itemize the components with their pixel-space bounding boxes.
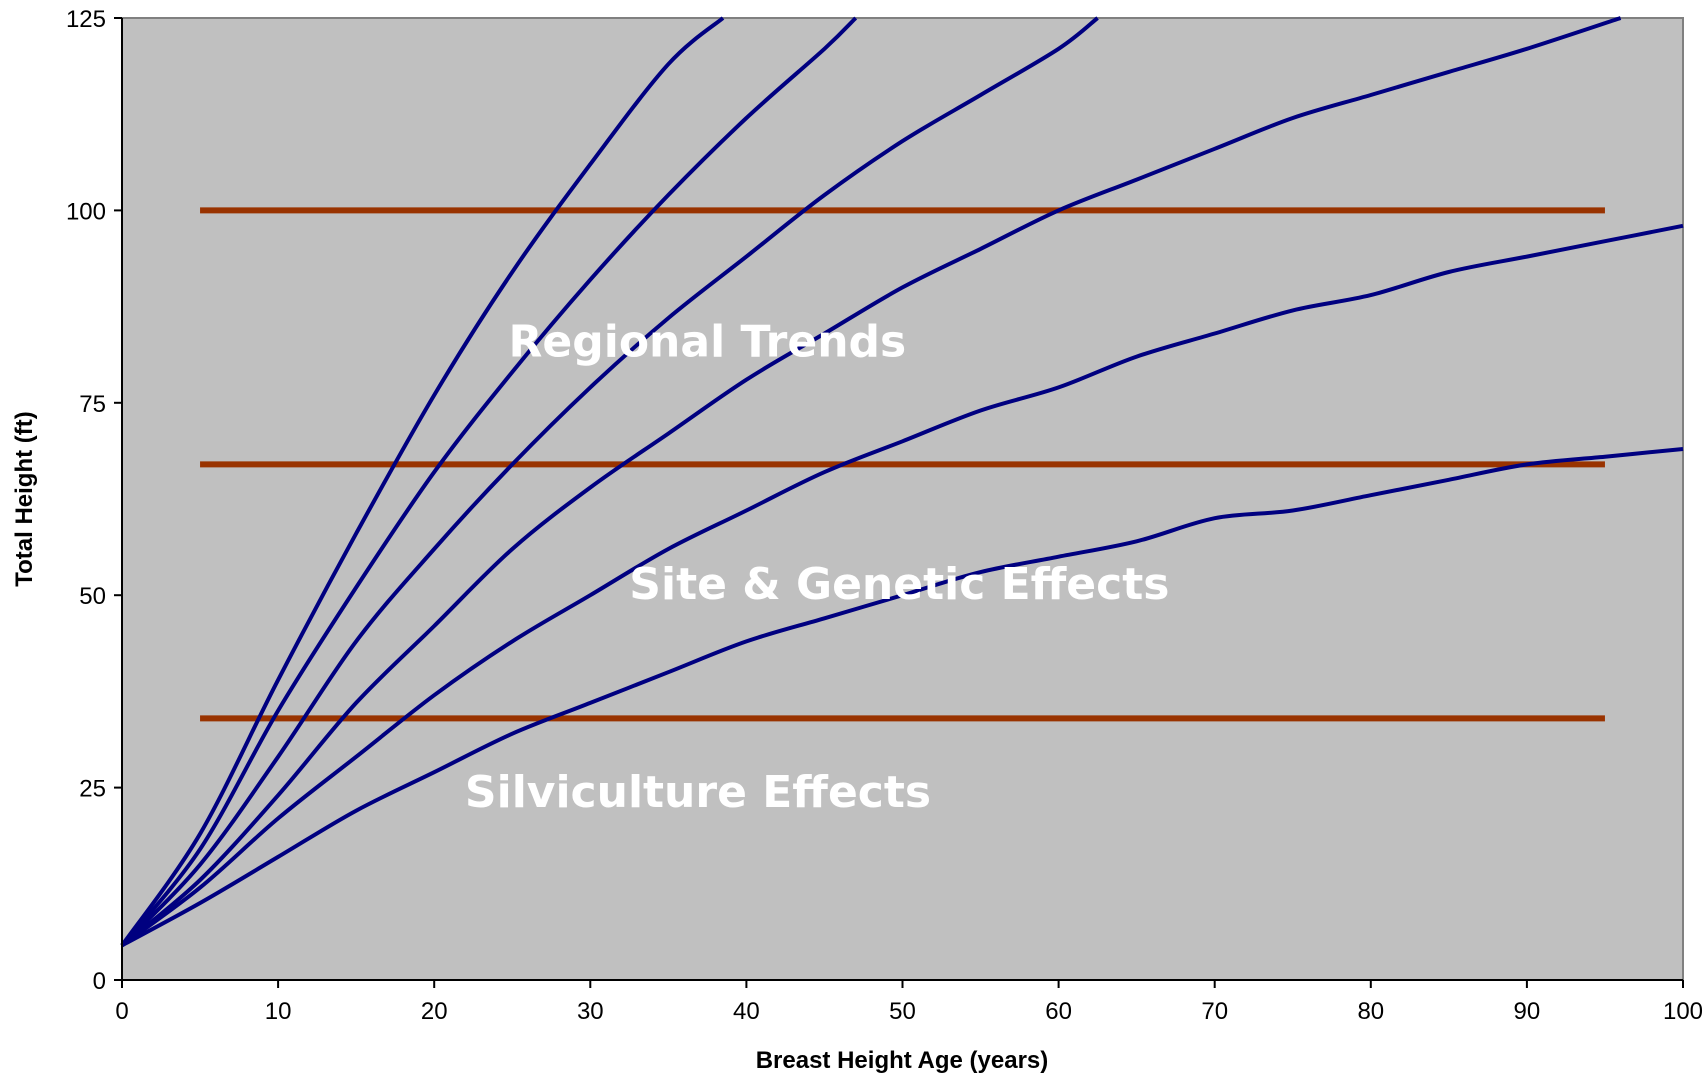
x-tick-label: 30 [577,998,604,1025]
x-tick-label: 60 [1045,998,1072,1025]
y-tick-label: 25 [79,776,106,803]
x-tick-label: 40 [733,998,760,1025]
height-curves [120,16,1684,948]
x-tick-label: 90 [1514,998,1541,1025]
annotation-label: Regional Trends [509,317,907,368]
x-tick-label: 80 [1357,998,1384,1025]
x-tick-label: 70 [1201,998,1228,1025]
height-curve [120,16,1622,947]
x-axis-title: Breast Height Age (years) [756,1047,1049,1074]
x-tick-label: 100 [1663,998,1703,1025]
plot-area [121,17,1684,981]
y-axis-title: Total Height (ft) [11,411,38,587]
y-tick-label: 75 [79,391,106,418]
height-curve [120,16,725,947]
annotation-label: Site & Genetic Effects [629,559,1169,610]
height-curve [120,223,1684,948]
x-tick-label: 20 [421,998,448,1025]
y-tick-label: 125 [66,6,106,33]
x-tick-label: 50 [889,998,916,1025]
y-tick-label: 0 [93,968,106,995]
y-axis-ticks: 0 25 50 75 100 125 [66,6,122,995]
x-axis-ticks: 0 10 20 30 40 50 60 70 80 90 100 [115,980,1703,1025]
height-curve [121,447,1684,948]
threshold-lines [200,207,1605,722]
x-tick-label: 10 [265,998,292,1025]
annotations: Regional Trends Site & Genetic Effects Sil… [465,317,1170,818]
annotation-label: Silviculture Effects [465,767,931,818]
x-tick-label: 0 [115,998,128,1025]
y-tick-label: 100 [66,198,106,225]
height-curve [120,16,858,947]
y-tick-label: 50 [79,583,106,610]
height-curve [120,16,1099,947]
